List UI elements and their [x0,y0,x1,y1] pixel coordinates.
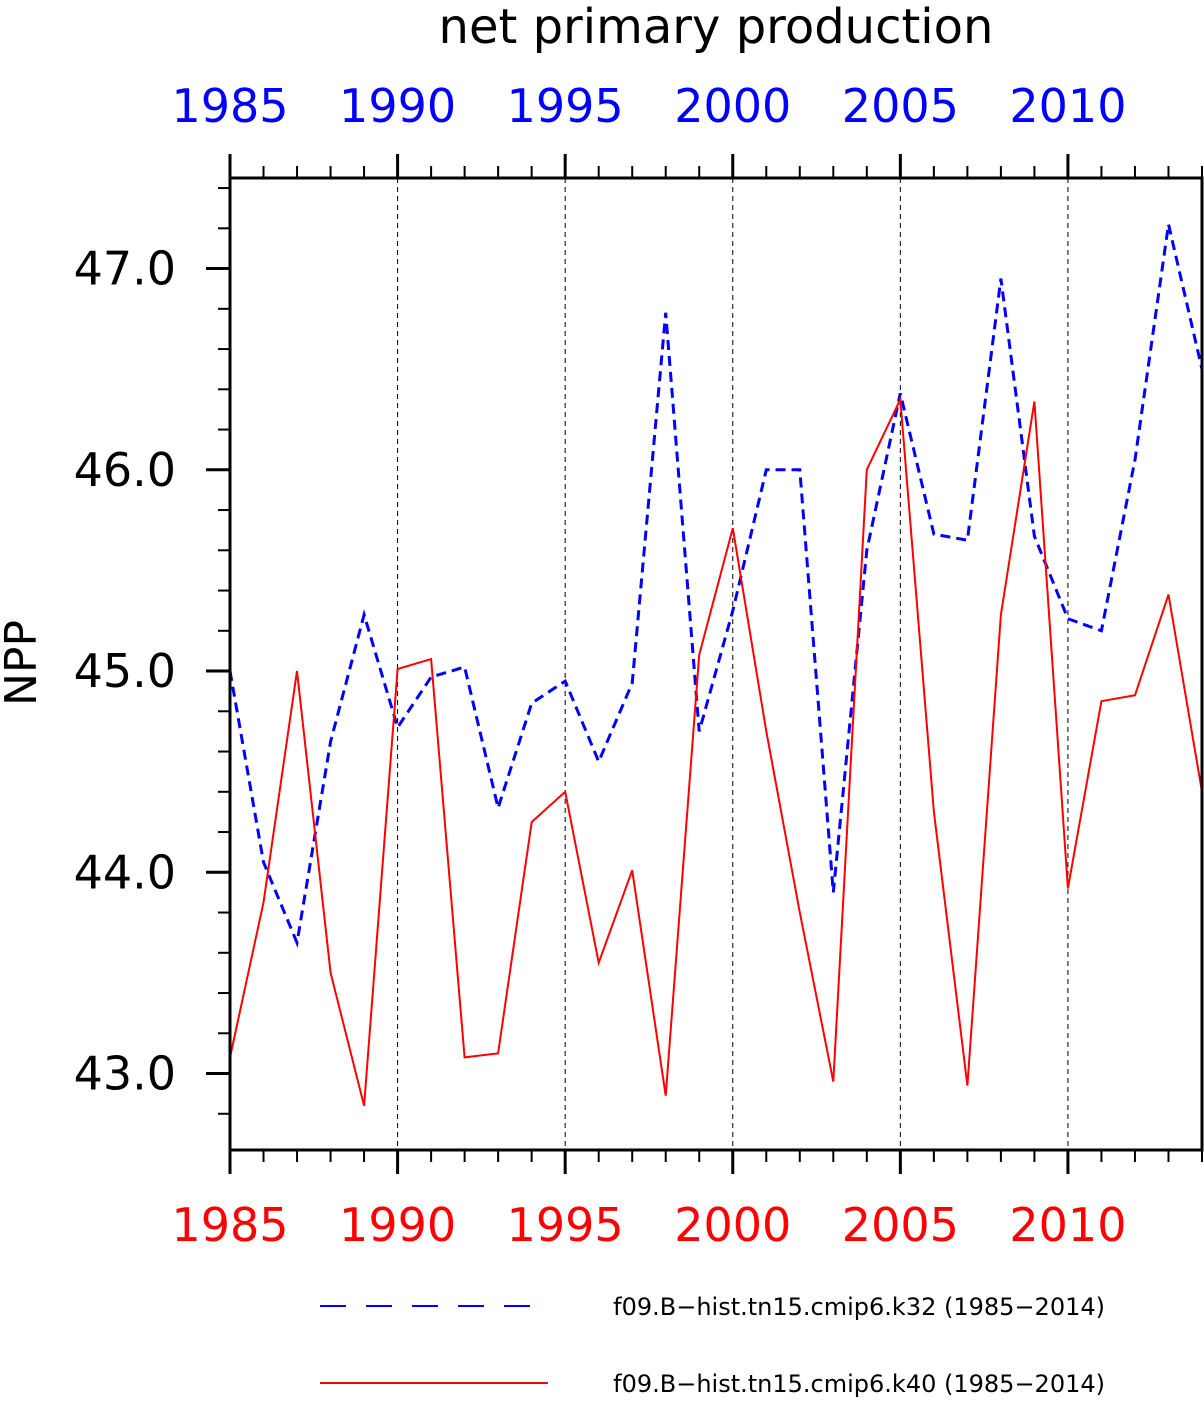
x-tick-label-bottom-2010: 2010 [1009,1198,1126,1252]
legend: f09.B−hist.tn15.cmip6.k32 (1985−2014) f09… [320,1293,1105,1398]
axis-tick-labels: 1985 1985 1990 1990 1995 1995 2000 2000 2005 2005… [74,79,1127,1252]
y-tick-label-44.0: 44.0 [74,845,176,899]
y-tick-label-45.0: 45.0 [74,644,176,698]
x-tick-label-bottom-1990: 1990 [339,1198,456,1252]
x-tick-label-top-1995: 1995 [507,79,624,133]
x-tick-label-bottom-2005: 2005 [842,1198,959,1252]
legend-label-2: f09.B−hist.tn15.cmip6.k40 (1985−2014) [613,1370,1105,1398]
series-line-2 [229,395,1203,1106]
x-tick-label-top-2005: 2005 [842,79,959,133]
series-lines [228,223,1204,1106]
vertical-gridlines [397,178,1069,1150]
series-line-1 [228,223,1204,949]
y-tick-label-47.0: 47.0 [74,242,176,296]
x-tick-label-top-1985: 1985 [171,79,288,133]
axis-ticks [206,154,1203,1174]
y-axis-label: NPP [0,620,47,706]
chart-title: net primary production [439,0,994,55]
plot-frame [228,176,1204,1152]
x-tick-label-bottom-1985: 1985 [171,1198,288,1252]
x-tick-label-top-2000: 2000 [674,79,791,133]
x-tick-label-top-2010: 2010 [1009,79,1126,133]
y-tick-label-46.0: 46.0 [74,443,176,497]
x-tick-label-bottom-1995: 1995 [507,1198,624,1252]
x-tick-label-bottom-2000: 2000 [674,1198,791,1252]
plot-border [228,176,1204,1152]
y-tick-label-43.0: 43.0 [74,1047,176,1101]
x-tick-label-top-1990: 1990 [339,79,456,133]
legend-label-1: f09.B−hist.tn15.cmip6.k32 (1985−2014) [613,1293,1105,1321]
